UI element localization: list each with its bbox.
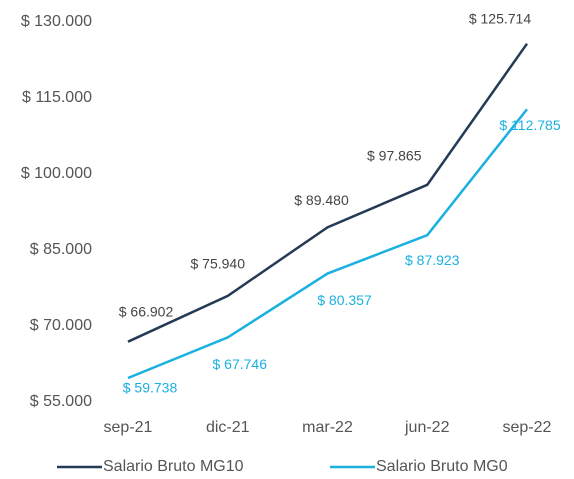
y-tick-label: $ 115.000 xyxy=(22,89,92,106)
legend-label: Salario Bruto MG0 xyxy=(376,458,508,475)
y-tick-label: $ 130.000 xyxy=(21,13,92,30)
x-tick-label: mar-22 xyxy=(302,419,353,436)
data-label: $ 59.738 xyxy=(123,380,178,396)
data-label: $ 112.785 xyxy=(499,117,560,133)
x-tick-label: sep-22 xyxy=(503,419,552,436)
data-label: $ 87.923 xyxy=(405,252,460,268)
series-line xyxy=(127,108,528,380)
y-tick-label: $ 70.000 xyxy=(30,317,92,334)
series-line xyxy=(127,42,529,343)
data-label: $ 97.865 xyxy=(367,148,422,164)
y-tick-label: $ 85.000 xyxy=(30,241,92,258)
legend-label: Salario Bruto MG10 xyxy=(103,458,244,475)
x-tick-label: sep-21 xyxy=(104,419,153,436)
data-label: $ 125.714 xyxy=(469,10,531,26)
data-label: $ 89.480 xyxy=(294,192,349,208)
data-label: $ 75.940 xyxy=(191,256,246,272)
y-tick-label: $ 100.000 xyxy=(21,165,92,182)
x-tick-label: dic-21 xyxy=(206,419,250,436)
x-tick-label: jun-22 xyxy=(404,419,450,436)
y-tick-label: $ 55.000 xyxy=(30,393,92,410)
data-label: $ 66.902 xyxy=(119,303,174,319)
data-label: $ 80.357 xyxy=(317,292,372,308)
data-label: $ 67.746 xyxy=(213,356,268,372)
